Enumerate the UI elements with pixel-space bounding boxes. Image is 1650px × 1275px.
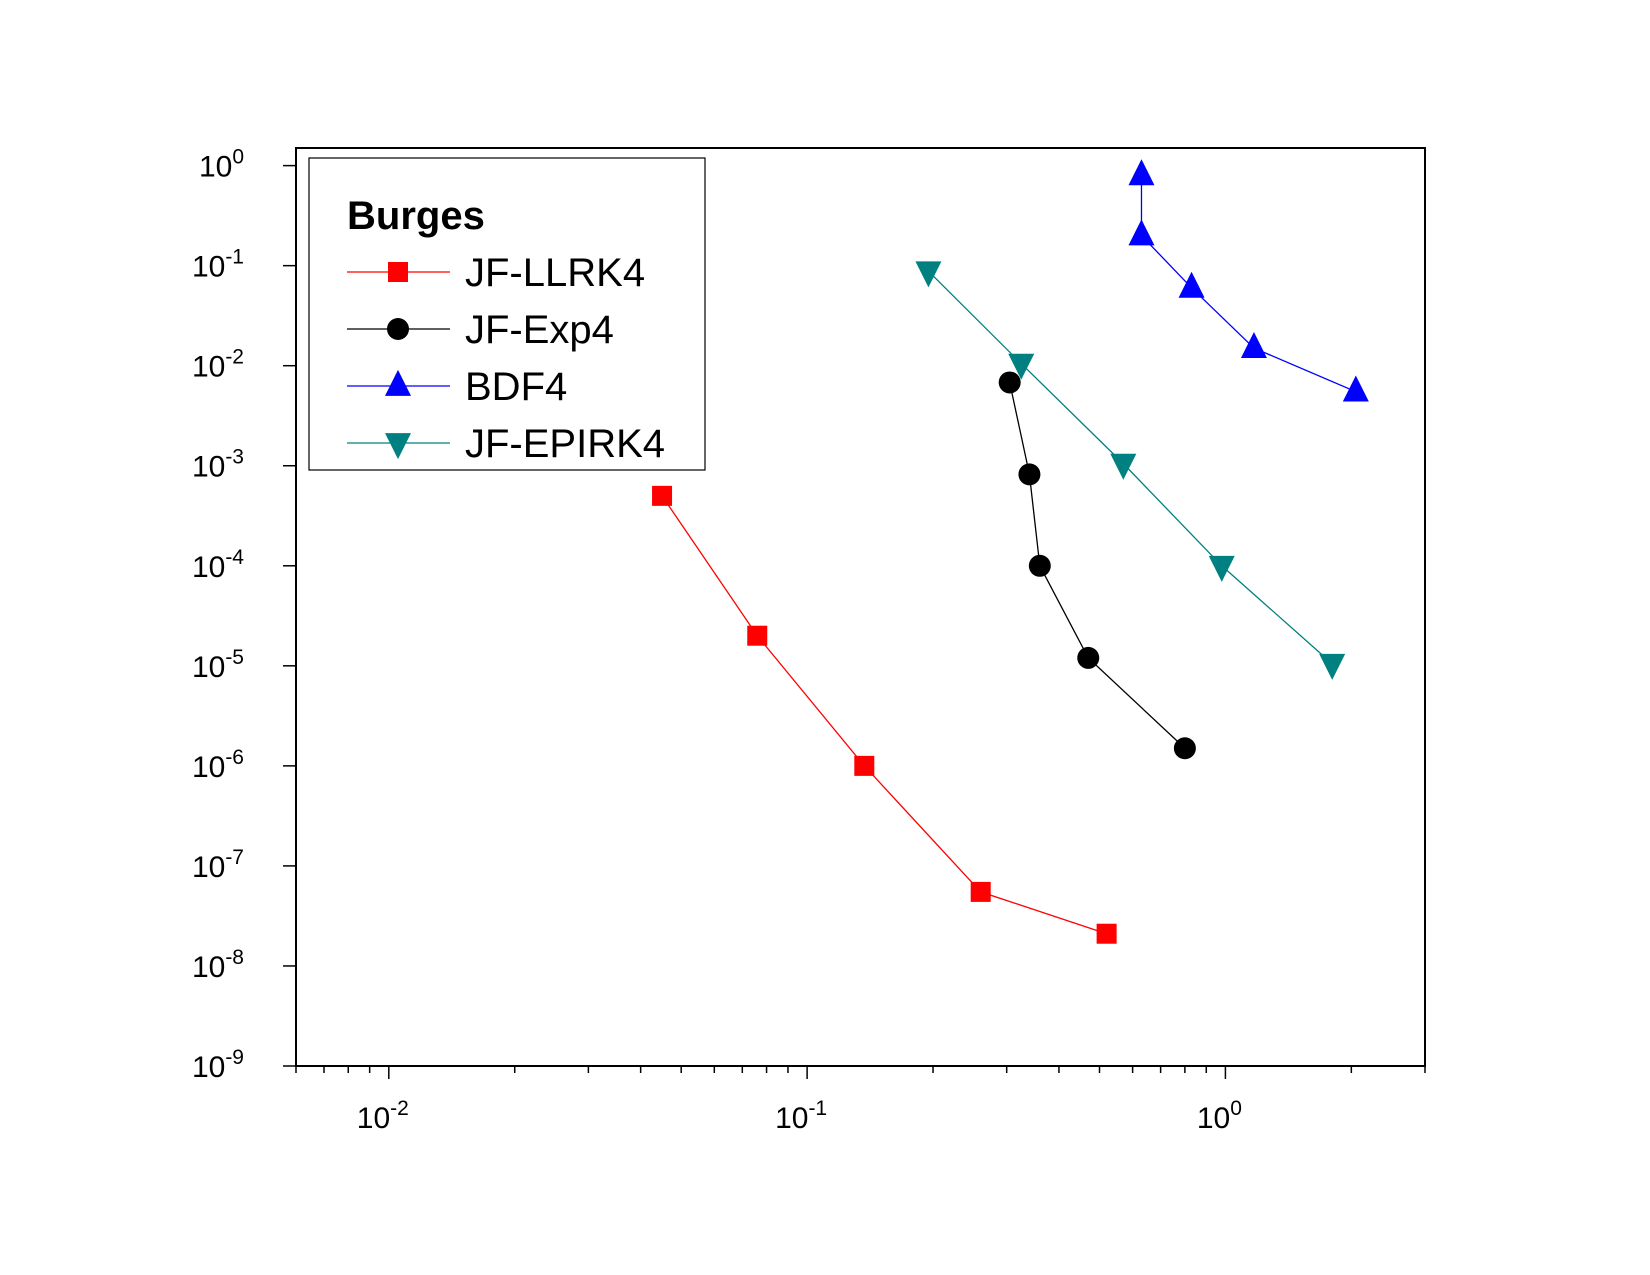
y-tick-label-base: 10 (192, 651, 225, 684)
data-point-bdf4 (1342, 375, 1369, 402)
series-jf-epirk4 (915, 261, 1346, 680)
series-bdf4 (1128, 159, 1369, 402)
x-axis: 10-2 10-1 100 (295, 1066, 1426, 1135)
data-point-jf-llrk4 (970, 881, 991, 902)
data-point-jf-llrk4 (652, 485, 673, 506)
legend-title: Burges (347, 194, 485, 238)
y-tick-label-exponent: -1 (225, 246, 244, 269)
y-tick-label-exponent: -4 (225, 546, 244, 569)
data-point-bdf4 (1128, 219, 1155, 246)
y-tick-label-base: 10 (199, 151, 232, 184)
data-point-jf-llrk4 (747, 625, 768, 646)
x-tick-label-base: 10 (1197, 1102, 1230, 1135)
y-tick-label: 10-3 (192, 446, 244, 484)
series-jf-exp4 (998, 371, 1196, 760)
y-tick-label: 10-8 (192, 946, 244, 984)
data-point-jf-epirk4 (1008, 353, 1035, 380)
y-tick-label-base: 10 (192, 451, 225, 484)
data-point-jf-epirk4 (1110, 453, 1137, 480)
y-tick-label: 10-1 (192, 246, 244, 284)
data-point-bdf4 (1128, 159, 1155, 186)
data-point-jf-epirk4 (1208, 555, 1235, 582)
legend-item-jf-llrk4: JF-LLRK4 (347, 251, 645, 295)
x-tick-label-exponent: 0 (1230, 1097, 1242, 1120)
legend-items: JF-LLRK4 JF-Exp4 BDF4 JF-EPIRK4 (347, 251, 665, 466)
data-point-bdf4 (1178, 271, 1205, 298)
x-tick-label: 100 (1197, 1097, 1242, 1135)
y-tick-label: 10-9 (192, 1046, 244, 1084)
legend-item-jf-exp4: JF-Exp4 (347, 308, 614, 352)
y-tick-label-base: 10 (192, 551, 225, 584)
x-tick-label-exponent: -2 (390, 1097, 409, 1120)
legend-box (308, 157, 706, 471)
y-tick-label-base: 10 (192, 951, 225, 984)
y-tick-label-exponent: -5 (225, 646, 244, 669)
data-point-jf-exp4 (1018, 463, 1041, 486)
legend-item-bdf4: BDF4 (347, 365, 567, 409)
y-tick-label: 10-5 (192, 646, 244, 684)
y-tick-label-exponent: -6 (225, 746, 244, 769)
legend: Burges JF-LLRK4 JF-Exp4 BDF4 JF-EPIRK4 (308, 157, 706, 471)
data-point-bdf4 (1240, 331, 1267, 358)
legend-marker (385, 369, 411, 396)
x-tick-label-exponent: -1 (808, 1097, 827, 1120)
data-point-jf-exp4 (1173, 737, 1196, 760)
legend-marker (387, 318, 409, 340)
y-tick-label-exponent: -7 (225, 846, 244, 869)
x-tick-label: 10-1 (775, 1097, 827, 1135)
y-tick-label-exponent: -8 (225, 946, 244, 969)
data-point-jf-exp4 (1028, 554, 1051, 577)
y-tick-label: 100 (199, 146, 244, 184)
legend-label: BDF4 (465, 365, 567, 409)
series-layer (652, 159, 1369, 944)
data-point-jf-epirk4 (915, 261, 942, 288)
y-tick-label: 10-7 (192, 846, 244, 884)
y-tick-label-base: 10 (192, 251, 225, 284)
series-jf-llrk4 (652, 485, 1117, 944)
legend-label: JF-Exp4 (465, 308, 614, 352)
legend-label: JF-EPIRK4 (465, 422, 665, 466)
data-point-jf-epirk4 (1319, 653, 1346, 680)
y-tick-label: 10-4 (192, 546, 244, 584)
y-tick-label-exponent: -3 (225, 446, 244, 469)
legend-marker (388, 262, 408, 282)
data-point-jf-llrk4 (854, 755, 875, 776)
y-tick-label-base: 10 (192, 351, 225, 384)
y-tick-label-base: 10 (192, 851, 225, 884)
y-tick-label: 10-2 (192, 346, 244, 384)
y-tick-label-exponent: -2 (225, 346, 244, 369)
y-tick-label-base: 10 (192, 1051, 225, 1084)
legend-label: JF-LLRK4 (465, 251, 645, 295)
data-point-jf-exp4 (1077, 646, 1100, 669)
x-tick-label-base: 10 (357, 1102, 390, 1135)
x-tick-label: 10-2 (357, 1097, 409, 1135)
data-point-jf-llrk4 (1096, 923, 1117, 944)
legend-marker (385, 433, 411, 460)
x-tick-label-base: 10 (775, 1102, 808, 1135)
legend-item-jf-epirk4: JF-EPIRK4 (347, 422, 665, 466)
y-tick-label-base: 10 (192, 751, 225, 784)
y-tick-label-exponent: -9 (225, 1046, 244, 1069)
y-tick-label-exponent: 0 (232, 146, 244, 169)
data-point-jf-exp4 (998, 371, 1021, 394)
y-tick-label: 10-6 (192, 746, 244, 784)
